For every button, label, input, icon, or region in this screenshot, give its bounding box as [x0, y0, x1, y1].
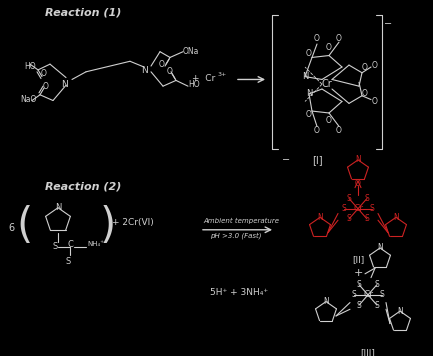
Text: O: O	[362, 89, 368, 98]
Text: NH₄⁺: NH₄⁺	[87, 241, 104, 247]
Text: S: S	[365, 214, 369, 224]
Text: [III]: [III]	[361, 349, 375, 356]
Text: S: S	[357, 280, 362, 289]
Text: O: O	[306, 49, 312, 58]
Text: S: S	[375, 301, 379, 310]
Text: N: N	[323, 297, 329, 306]
Text: Cr: Cr	[353, 204, 363, 213]
Text: S: S	[370, 204, 375, 213]
Text: Reaction (2): Reaction (2)	[45, 182, 121, 192]
Text: S: S	[352, 290, 356, 299]
Text: O: O	[41, 69, 47, 78]
Text: N: N	[393, 213, 399, 222]
Text: O: O	[355, 179, 361, 188]
Text: S: S	[375, 280, 379, 289]
Text: O: O	[306, 110, 312, 119]
Text: O: O	[362, 63, 368, 72]
Text: −: −	[282, 155, 290, 165]
Text: S: S	[52, 242, 58, 251]
Text: S: S	[380, 290, 385, 299]
Text: (: (	[16, 205, 32, 247]
Text: O: O	[336, 34, 342, 43]
Text: Ambient temperature: Ambient temperature	[203, 218, 279, 224]
Text: N: N	[397, 307, 403, 316]
Text: [I]: [I]	[312, 155, 322, 165]
Text: NaO: NaO	[20, 95, 36, 104]
Text: S: S	[65, 257, 71, 266]
Text: + 2Cr(VI): + 2Cr(VI)	[112, 218, 154, 227]
Text: O: O	[372, 61, 378, 70]
Text: N: N	[142, 66, 149, 75]
Text: S: S	[342, 204, 346, 213]
Text: Cr: Cr	[363, 290, 373, 299]
Text: O: O	[167, 67, 173, 76]
Text: N: N	[55, 203, 61, 212]
Text: S: S	[365, 194, 369, 203]
Text: N: N	[61, 80, 68, 89]
Text: −: −	[384, 19, 392, 29]
Text: ): )	[100, 205, 116, 247]
Text: Cr: Cr	[322, 79, 333, 89]
Text: N: N	[317, 213, 323, 222]
Text: 6: 6	[8, 223, 14, 233]
Text: 5H⁺ + 3NH₄⁺: 5H⁺ + 3NH₄⁺	[210, 288, 268, 297]
Text: N: N	[302, 72, 308, 81]
Text: N: N	[377, 244, 383, 252]
Text: S: S	[347, 214, 351, 224]
Text: 3+: 3+	[218, 72, 227, 77]
Text: O: O	[159, 60, 165, 69]
Text: Reaction (1): Reaction (1)	[45, 8, 121, 18]
Text: S: S	[347, 194, 351, 203]
Text: HO: HO	[188, 80, 200, 89]
Text: C: C	[67, 240, 73, 248]
Text: pH >3.0 (Fast): pH >3.0 (Fast)	[210, 233, 262, 239]
Text: ONa: ONa	[183, 47, 199, 56]
Text: S: S	[357, 301, 362, 310]
Text: O: O	[336, 126, 342, 135]
Text: O: O	[326, 116, 332, 125]
Text: +: +	[353, 268, 363, 278]
Text: O: O	[372, 97, 378, 106]
Text: N: N	[355, 155, 361, 164]
Text: N: N	[306, 89, 312, 98]
Text: O: O	[314, 34, 320, 43]
Text: O: O	[314, 126, 320, 135]
Text: O: O	[43, 82, 49, 91]
Text: +  Cr: + Cr	[192, 74, 215, 83]
Text: [II]: [II]	[352, 255, 364, 264]
Text: HO: HO	[24, 62, 36, 70]
Text: O: O	[326, 43, 332, 52]
